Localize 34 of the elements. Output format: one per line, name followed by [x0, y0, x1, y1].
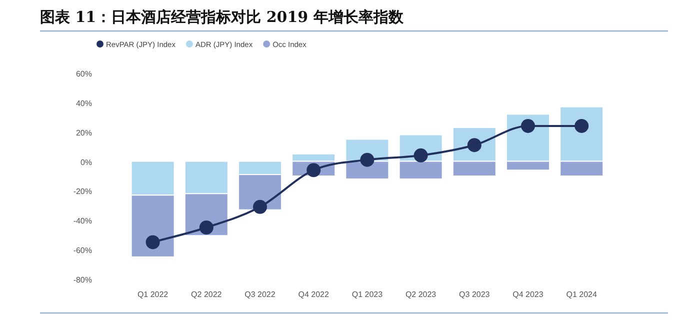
y-tick-label: 20% [76, 128, 92, 138]
point [574, 118, 589, 133]
point [360, 152, 374, 167]
x-tick-label: Q3 2022 [244, 290, 276, 299]
x-tick-label: Q4 2023 [512, 290, 544, 299]
x-tick-label: Q1 2024 [566, 290, 598, 299]
point [521, 118, 535, 133]
y-tick-label: -80% [73, 276, 92, 284]
x-tick-label: Q1 2023 [352, 290, 384, 299]
bar [238, 160, 282, 176]
y-tick-label: 40% [76, 98, 92, 108]
bar [398, 160, 443, 180]
bar [184, 160, 228, 194]
x-tick-label: Q1 2022 [137, 290, 169, 299]
bar [506, 160, 550, 171]
y-tick-label: 0% [80, 158, 92, 167]
point [199, 220, 214, 234]
x-tick-label: Q2 2023 [405, 290, 437, 299]
x-tick-label: Q4 2022 [298, 290, 330, 299]
bar [130, 160, 175, 196]
bar [292, 153, 336, 162]
bar [452, 160, 496, 176]
y-tick-label: -40% [73, 216, 92, 226]
y-tick-label: -20% [73, 187, 92, 196]
bar [130, 194, 175, 258]
y-tick-label: 60% [76, 70, 92, 78]
bar [560, 160, 604, 176]
bar [560, 106, 604, 162]
point [146, 235, 160, 250]
x-tick-label: Q3 2023 [459, 290, 490, 299]
y-tick-label: -60% [73, 246, 92, 256]
point [253, 200, 267, 214]
x-tick-label: Q2 2022 [191, 290, 222, 299]
chart-title: 图表 11：日本酒店经营指标对比 2019 年增长率指数 [40, 8, 404, 26]
